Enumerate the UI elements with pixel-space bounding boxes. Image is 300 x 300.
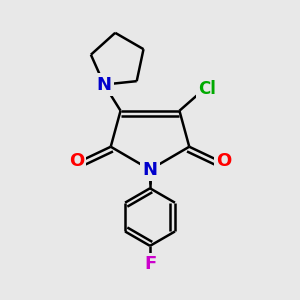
Text: N: N bbox=[97, 76, 112, 94]
Text: O: O bbox=[69, 152, 84, 170]
Text: O: O bbox=[216, 152, 231, 170]
Text: F: F bbox=[144, 255, 156, 273]
Text: N: N bbox=[142, 160, 158, 178]
Text: Cl: Cl bbox=[198, 80, 216, 98]
